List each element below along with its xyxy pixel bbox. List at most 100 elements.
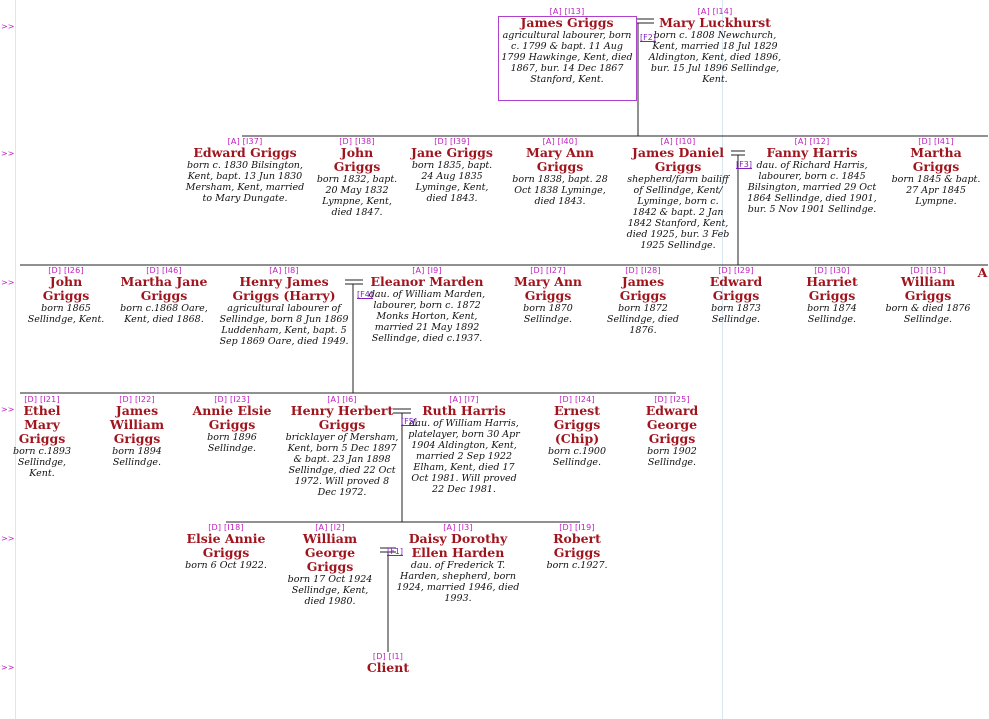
person-ref[interactable]: [D] [I22]: [119, 395, 155, 404]
person-card[interactable]: [D] [I26] John Griggs born 1865 Sellindg…: [26, 266, 106, 325]
margin-arrow[interactable]: >>: [1, 534, 15, 543]
person-name[interactable]: Edward Griggs: [709, 274, 763, 303]
person-name[interactable]: Annie Elsie Griggs: [192, 403, 272, 432]
person-card[interactable]: [A] [I2] William George Griggs born 17 O…: [280, 523, 380, 607]
person-card[interactable]: [D] [I41] Martha Griggs born 1845 & bapt…: [890, 137, 982, 207]
margin-arrow[interactable]: >>: [1, 278, 15, 287]
person-name[interactable]: Ethel Mary Griggs: [18, 403, 66, 446]
person-card[interactable]: [A] [I14] Mary Luckhurst born c. 1808 Ne…: [640, 7, 790, 85]
person-name[interactable]: Mary Ann Griggs: [525, 145, 594, 174]
person-name[interactable]: Edward George Griggs: [645, 403, 699, 446]
person-name[interactable]: James Daniel Griggs: [631, 145, 725, 174]
person-card[interactable]: [D] [I39] Jane Griggs born 1835, bapt. 2…: [410, 137, 494, 204]
person-name[interactable]: Henry Herbert Griggs: [290, 403, 394, 432]
person-card[interactable]: [A] [I3] Daisy Dorothy Ellen Harden dau.…: [394, 523, 522, 604]
person-name[interactable]: Mary Luckhurst: [659, 15, 771, 30]
person-name[interactable]: Robert Griggs: [553, 531, 601, 560]
person-card[interactable]: [A] [I10] James Daniel Griggs shepherd/f…: [625, 137, 731, 251]
person-name[interactable]: Jane Griggs: [411, 145, 493, 160]
family-link-f4[interactable]: [F4]: [357, 290, 373, 299]
person-ref[interactable]: [A] [I2]: [315, 523, 345, 532]
person-ref[interactable]: [D] [I21]: [24, 395, 60, 404]
person-ref[interactable]: [A] [I7]: [449, 395, 479, 404]
person-ref[interactable]: [A] [I12]: [794, 137, 830, 146]
person-name[interactable]: Henry James Griggs (Harry): [232, 274, 336, 303]
person-ref[interactable]: [A] [I14]: [697, 7, 733, 16]
person-ref[interactable]: [D] [I27]: [530, 266, 566, 275]
person-name[interactable]: William Griggs: [900, 274, 956, 303]
person-ref[interactable]: [D] [I19]: [559, 523, 595, 532]
person-name[interactable]: Daisy Dorothy Ellen Harden: [408, 531, 508, 560]
person-name[interactable]: A: [977, 266, 988, 280]
person-ref[interactable]: [D] [I28]: [625, 266, 661, 275]
person-card[interactable]: [D] [I46] Martha Jane Griggs born c.1868…: [115, 266, 213, 325]
person-card[interactable]: [D] [I18] Elsie Annie Griggs born 6 Oct …: [182, 523, 270, 571]
person-name[interactable]: Harriet Griggs: [806, 274, 858, 303]
person-ref[interactable]: [D] [I23]: [214, 395, 250, 404]
person-ref[interactable]: [D] [I1]: [372, 652, 404, 661]
person-ref[interactable]: [A] [I9]: [412, 266, 442, 275]
person-card[interactable]: [D] [I23] Annie Elsie Griggs born 1896 S…: [190, 395, 274, 454]
person-ref[interactable]: [A] [I8]: [269, 266, 299, 275]
person-ref[interactable]: [D] [I29]: [718, 266, 754, 275]
person-name[interactable]: Edward Griggs: [193, 145, 297, 160]
person-ref[interactable]: [D] [I24]: [559, 395, 595, 404]
person-card[interactable]: [D] [I21] Ethel Mary Griggs born c.1893 …: [4, 395, 80, 479]
person-name[interactable]: John Griggs: [333, 145, 381, 174]
person-ref[interactable]: [D] [I26]: [48, 266, 84, 275]
person-name[interactable]: Martha Jane Griggs: [120, 274, 208, 303]
person-name[interactable]: James Griggs: [520, 15, 614, 30]
person-card[interactable]: [D] [I19] Robert Griggs born c.1927.: [541, 523, 613, 571]
person-card[interactable]: [A] [I8] Henry James Griggs (Harry) agri…: [216, 266, 352, 347]
person-card[interactable]: [D] [I29] Edward Griggs born 1873 Sellin…: [700, 266, 772, 325]
margin-arrow[interactable]: >>: [1, 663, 15, 672]
person-name[interactable]: James Griggs: [619, 274, 667, 303]
person-ref[interactable]: [A] [I40]: [542, 137, 578, 146]
person-card[interactable]: [A] [I12] Fanny Harris dau. of Richard H…: [741, 137, 883, 215]
person-ref[interactable]: [D] [I39]: [434, 137, 470, 146]
person-ref[interactable]: [D] [I46]: [146, 266, 182, 275]
person-card[interactable]: [D] [I27] Mary Ann Griggs born 1870 Sell…: [510, 266, 586, 325]
person-name[interactable]: Ernest Griggs (Chip): [553, 403, 601, 446]
person-card[interactable]: A: [976, 266, 989, 280]
person-name[interactable]: William George Griggs: [302, 531, 358, 574]
person-card[interactable]: [A] [I37] Edward Griggs born c. 1830 Bil…: [182, 137, 308, 204]
person-card[interactable]: [D] [I38] John Griggs born 1832, bapt. 2…: [316, 137, 398, 218]
person-card[interactable]: [A] [I13] James Griggs agricultural labo…: [501, 7, 633, 85]
person-card[interactable]: [D] [I25] Edward George Griggs born 1902…: [634, 395, 710, 468]
person-ref[interactable]: [D] [I18]: [208, 523, 244, 532]
person-card[interactable]: [D] [I30] Harriet Griggs born 1874 Selli…: [796, 266, 868, 325]
person-name[interactable]: Martha Griggs: [910, 145, 962, 174]
family-link-f2[interactable]: [F2]: [640, 33, 656, 42]
person-name[interactable]: Eleanor Marden: [370, 274, 484, 289]
person-name[interactable]: John Griggs: [42, 274, 90, 303]
person-ref[interactable]: [D] [I41]: [918, 137, 954, 146]
person-name[interactable]: Ruth Harris: [422, 403, 506, 418]
person-ref[interactable]: [D] [I25]: [654, 395, 690, 404]
person-card[interactable]: [D] [I22] James William Griggs born 1894…: [104, 395, 170, 468]
person-card[interactable]: [D] [I24] Ernest Griggs (Chip) born c.19…: [541, 395, 613, 468]
person-name[interactable]: Mary Ann Griggs: [513, 274, 582, 303]
family-link-f3[interactable]: [F3]: [736, 160, 752, 169]
person-ref[interactable]: [A] [I37]: [227, 137, 263, 146]
person-ref[interactable]: [D] [I30]: [814, 266, 850, 275]
margin-arrow[interactable]: >>: [1, 149, 15, 158]
family-link-f5[interactable]: [F5]: [401, 417, 417, 426]
person-ref[interactable]: [A] [I3]: [443, 523, 473, 532]
person-name[interactable]: Elsie Annie Griggs: [186, 531, 266, 560]
family-link-f1[interactable]: [F1]: [387, 547, 403, 556]
person-card[interactable]: [A] [I9] Eleanor Marden dau. of William …: [359, 266, 495, 344]
person-card[interactable]: [D] [I1] Client: [358, 652, 418, 675]
person-ref[interactable]: [A] [I13]: [549, 7, 585, 16]
person-card[interactable]: [D] [I31] William Griggs born & died 187…: [884, 266, 972, 325]
person-name[interactable]: Client: [366, 660, 410, 675]
person-name[interactable]: Fanny Harris: [766, 145, 858, 160]
person-card[interactable]: [A] [I40] Mary Ann Griggs born 1838, bap…: [507, 137, 613, 207]
margin-arrow[interactable]: >>: [1, 405, 15, 414]
person-card[interactable]: [A] [I6] Henry Herbert Griggs bricklayer…: [285, 395, 399, 498]
person-card[interactable]: [D] [I28] James Griggs born 1872 Sellind…: [597, 266, 689, 336]
person-name[interactable]: James William Griggs: [109, 403, 165, 446]
person-ref[interactable]: [A] [I6]: [327, 395, 357, 404]
person-ref[interactable]: [A] [I10]: [660, 137, 696, 146]
person-ref[interactable]: [D] [I31]: [910, 266, 946, 275]
